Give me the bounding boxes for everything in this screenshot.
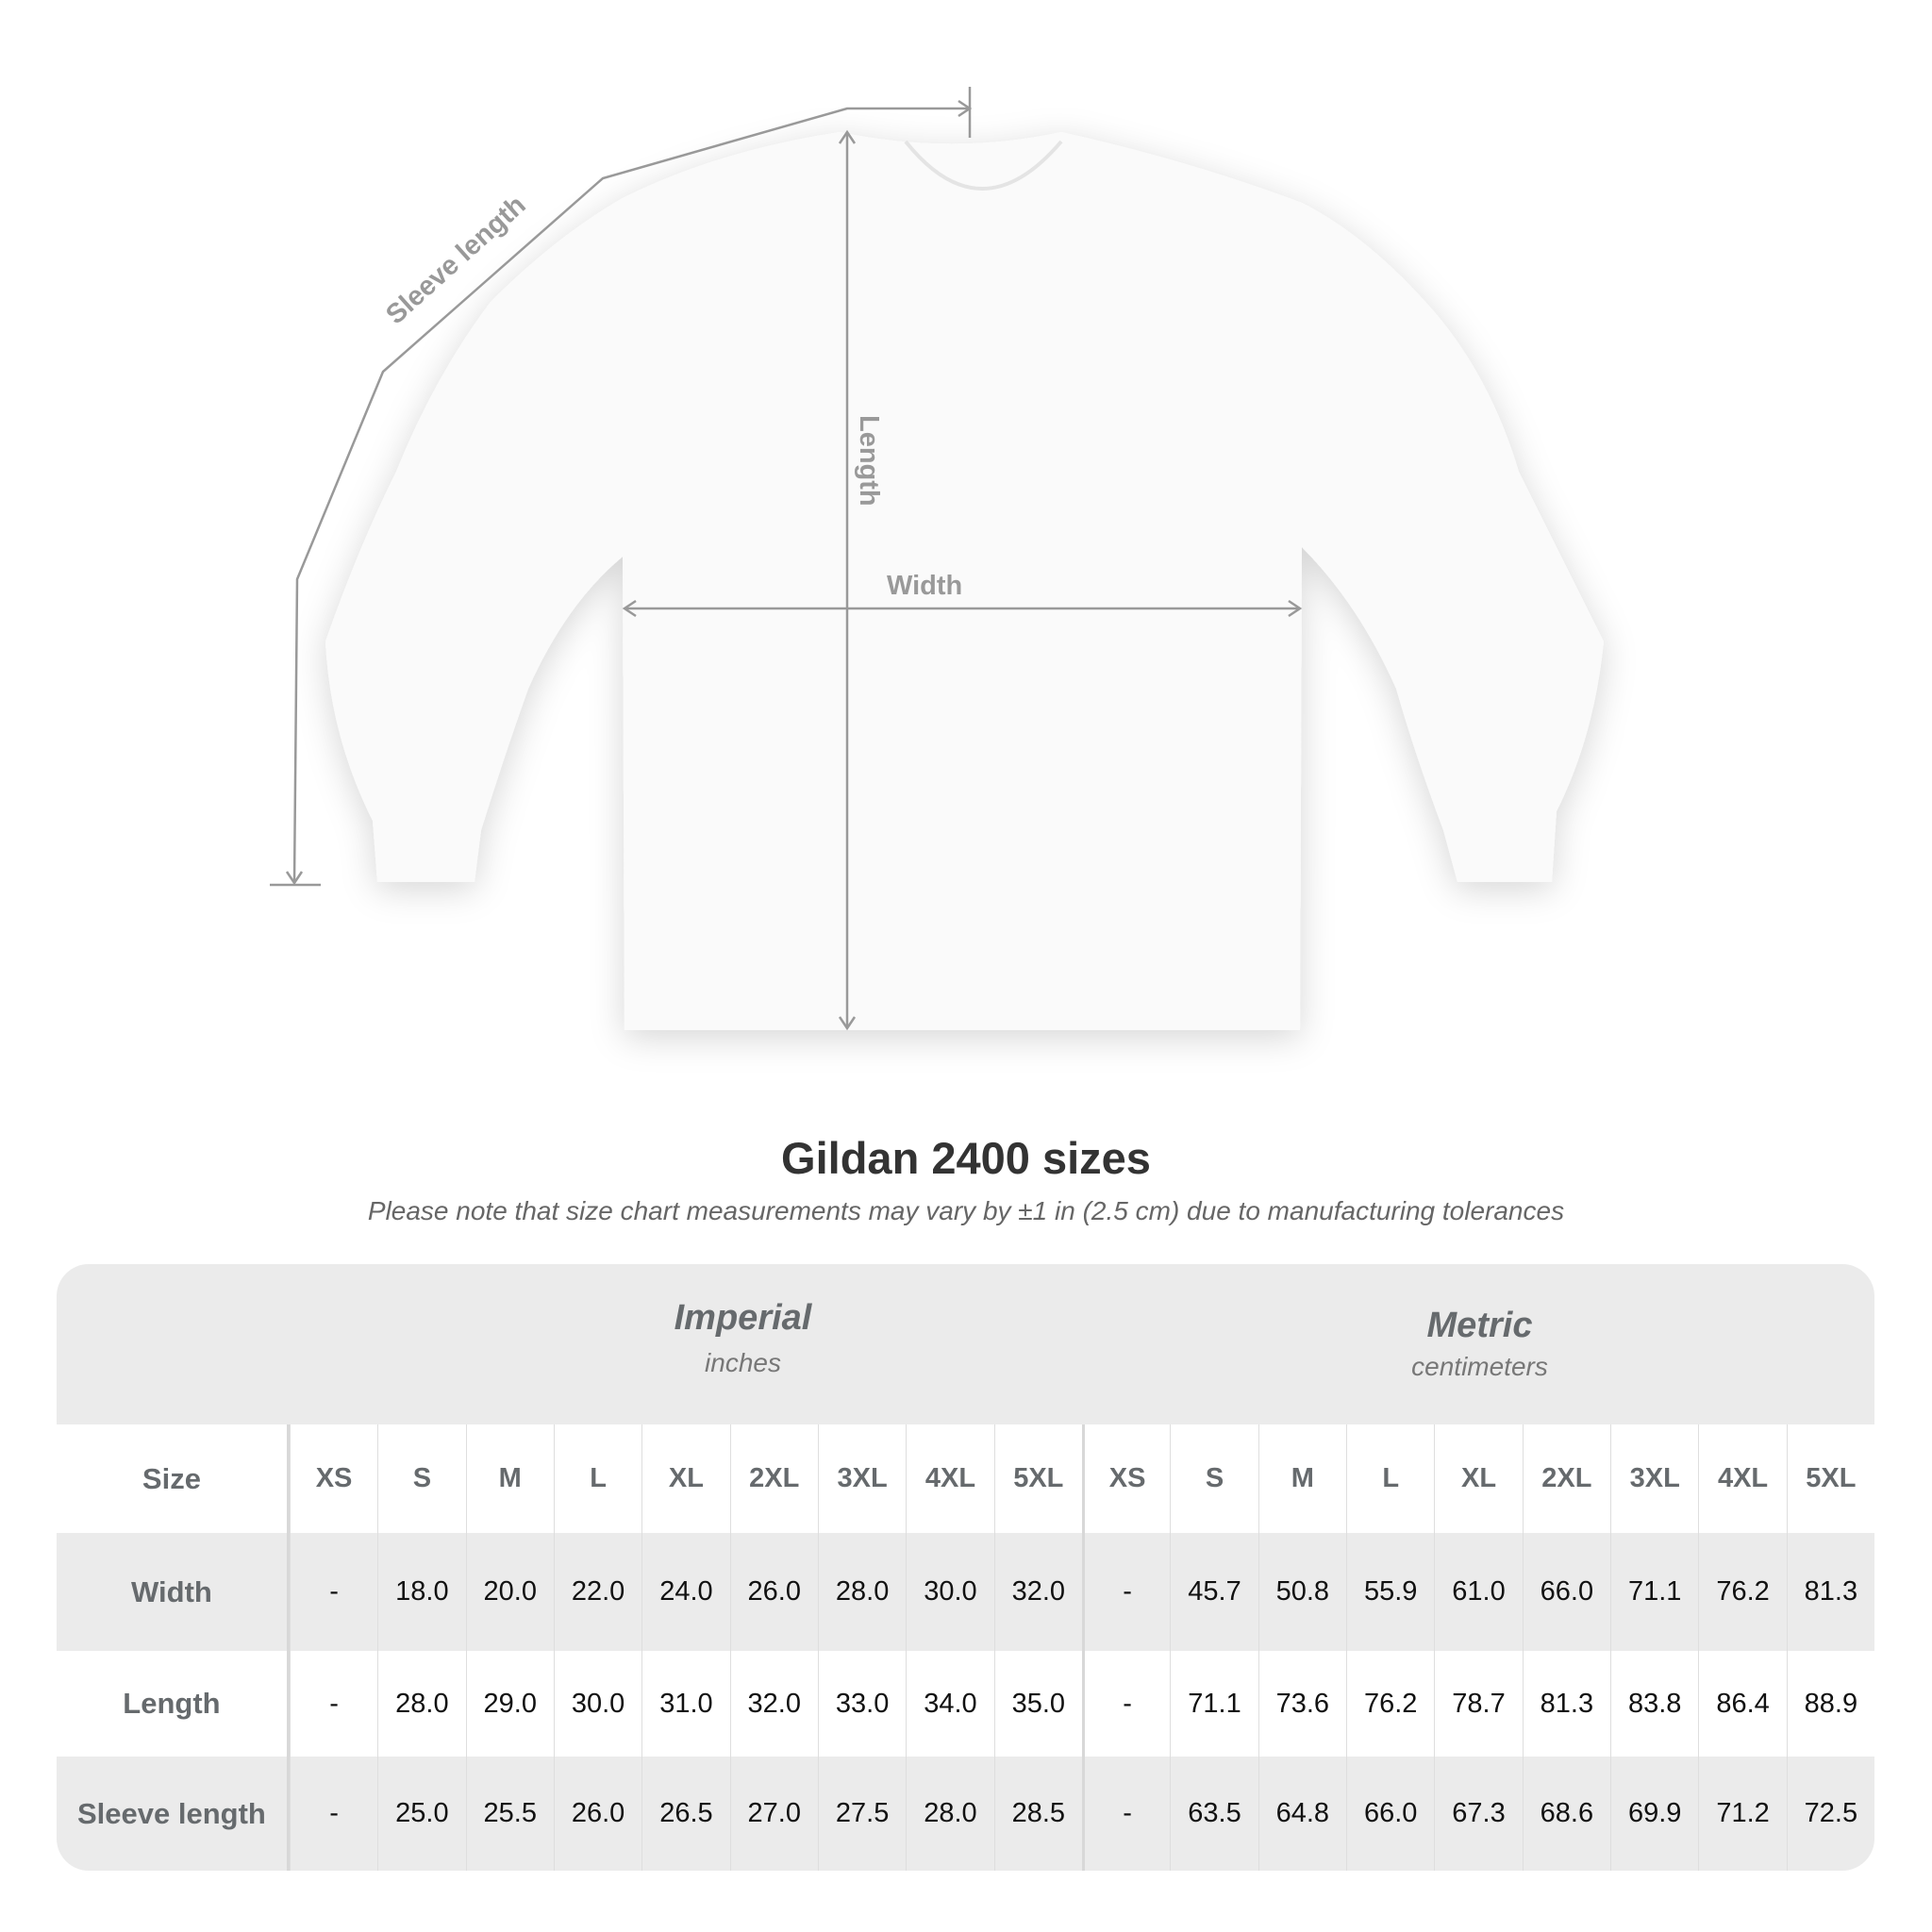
- imperial-value: 28.0: [817, 1533, 906, 1651]
- imperial-value: 34.0: [906, 1651, 993, 1757]
- size-header: M: [1257, 1424, 1346, 1533]
- metric-value: 71.2: [1698, 1757, 1786, 1871]
- imperial-value: 27.5: [817, 1757, 906, 1871]
- imperial-value: -: [289, 1757, 377, 1871]
- metric-value: 83.8: [1610, 1651, 1698, 1757]
- metric-value: -: [1081, 1533, 1170, 1651]
- imperial-value: 31.0: [641, 1651, 729, 1757]
- imperial-value: 24.0: [641, 1533, 729, 1651]
- imperial-value: 33.0: [817, 1651, 906, 1757]
- size-header: XL: [641, 1424, 729, 1533]
- imperial-value: 25.5: [465, 1757, 554, 1871]
- size-table: Imperial inches Metric centimeters Size X…: [57, 1264, 1874, 1871]
- metric-value: 81.3: [1522, 1651, 1610, 1757]
- imperial-value: 26.0: [729, 1533, 818, 1651]
- metric-value: 55.9: [1346, 1533, 1434, 1651]
- imperial-value: 28.0: [377, 1651, 465, 1757]
- size-header: 3XL: [817, 1424, 906, 1533]
- imperial-unit: inches: [705, 1348, 781, 1377]
- metric-value: 78.7: [1434, 1651, 1522, 1757]
- imperial-value: 20.0: [465, 1533, 554, 1651]
- imperial-value: 25.0: [377, 1757, 465, 1871]
- metric-value: 73.6: [1257, 1651, 1346, 1757]
- imperial-value: 22.0: [553, 1533, 641, 1651]
- metric-value: 76.2: [1698, 1533, 1786, 1651]
- metric-value: 76.2: [1346, 1651, 1434, 1757]
- size-header: S: [377, 1424, 465, 1533]
- row-label: Sleeve length: [57, 1757, 290, 1871]
- imperial-value: -: [289, 1533, 377, 1651]
- size-header: 3XL: [1610, 1424, 1698, 1533]
- metric-value: 86.4: [1698, 1651, 1786, 1757]
- imperial-value: 35.0: [993, 1651, 1082, 1757]
- metric-value: 71.1: [1170, 1651, 1257, 1757]
- table-row: Length -28.0 29.0 30.0 31.0 32.0 33.0 34.0 35.0-…: [57, 1651, 1874, 1757]
- imperial-value: 30.0: [906, 1533, 993, 1651]
- size-header: XS: [1081, 1424, 1170, 1533]
- shirt-diagram: Sleeve length Length Width: [270, 87, 1604, 1031]
- metric-value: 61.0: [1434, 1533, 1522, 1651]
- row-label: Width: [57, 1533, 290, 1651]
- metric-value: 64.8: [1257, 1757, 1346, 1871]
- metric-value: 69.9: [1610, 1757, 1698, 1871]
- size-header: M: [465, 1424, 554, 1533]
- imperial-value: 30.0: [553, 1651, 641, 1757]
- metric-value: 72.5: [1786, 1757, 1874, 1871]
- imperial-value: 26.0: [553, 1757, 641, 1871]
- size-header: L: [1346, 1424, 1434, 1533]
- size-header: 4XL: [906, 1424, 993, 1533]
- metric-value: 63.5: [1170, 1757, 1257, 1871]
- metric-value: 66.0: [1346, 1757, 1434, 1871]
- metric-value: 45.7: [1170, 1533, 1257, 1651]
- metric-value: -: [1081, 1651, 1170, 1757]
- imperial-value: 28.5: [993, 1757, 1082, 1871]
- metric-value: -: [1081, 1757, 1170, 1871]
- metric-title: Metric: [1426, 1306, 1533, 1345]
- metric-value: 67.3: [1434, 1757, 1522, 1871]
- metric-value: 88.9: [1786, 1651, 1874, 1757]
- page-title: Gildan 2400 sizes: [781, 1133, 1151, 1183]
- imperial-value: -: [289, 1651, 377, 1757]
- imperial-header: Imperial inches: [346, 1298, 1140, 1378]
- size-header: 2XL: [1522, 1424, 1610, 1533]
- metric-unit: centimeters: [1411, 1352, 1548, 1381]
- imperial-value: 32.0: [993, 1533, 1082, 1651]
- size-header: S: [1170, 1424, 1257, 1533]
- imperial-value: 26.5: [641, 1757, 729, 1871]
- metric-value: 50.8: [1257, 1533, 1346, 1651]
- imperial-value: 28.0: [906, 1757, 993, 1871]
- row-label: Size: [57, 1424, 290, 1533]
- imperial-title: Imperial: [674, 1298, 812, 1338]
- size-header: 4XL: [1698, 1424, 1786, 1533]
- size-header: 2XL: [729, 1424, 818, 1533]
- size-header: 5XL: [993, 1424, 1082, 1533]
- metric-value: 66.0: [1522, 1533, 1610, 1651]
- table-row: Width -18.0 20.0 22.0 24.0 26.0 28.0 30.0 32.0-4…: [57, 1533, 1874, 1651]
- size-header: L: [553, 1424, 641, 1533]
- long-sleeve-shirt: [325, 132, 1604, 1030]
- metric-value: 68.6: [1522, 1757, 1610, 1871]
- size-header: XS: [289, 1424, 377, 1533]
- imperial-value: 32.0: [729, 1651, 818, 1757]
- imperial-value: 29.0: [465, 1651, 554, 1757]
- size-header: XL: [1434, 1424, 1522, 1533]
- length-label: Length: [854, 415, 884, 507]
- row-label: Length: [57, 1651, 290, 1757]
- imperial-value: 27.0: [729, 1757, 818, 1871]
- size-header-row: Size XS S M L XL 2XL 3XL 4XL 5XL XS S M L XL 2XL 3XL 4XL 5…: [57, 1424, 1874, 1533]
- measurement-lines: [270, 87, 1303, 1031]
- metric-header: Metric centimeters: [1083, 1306, 1874, 1382]
- table-row: Sleeve length -25.0 25.5 26.0 26.5 27.0 27.5 28…: [57, 1757, 1874, 1871]
- width-label: Width: [887, 571, 962, 601]
- tolerance-note: Please note that size chart measurements…: [367, 1196, 1565, 1225]
- metric-value: 81.3: [1786, 1533, 1874, 1651]
- size-header: 5XL: [1786, 1424, 1874, 1533]
- unit-header: Imperial inches Metric centimeters: [57, 1264, 1874, 1424]
- imperial-value: 18.0: [377, 1533, 465, 1651]
- metric-value: 71.1: [1610, 1533, 1698, 1651]
